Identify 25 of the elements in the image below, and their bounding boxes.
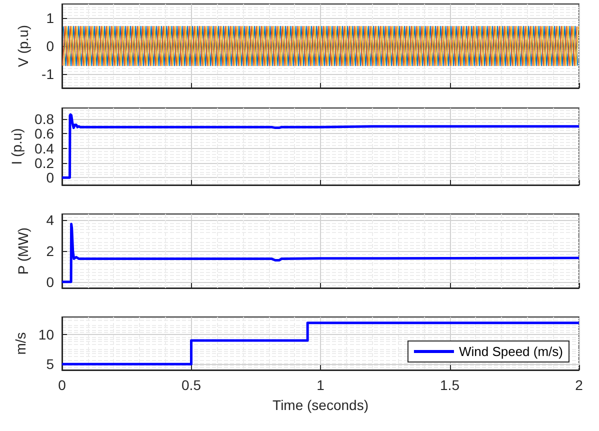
x-tick-label: 0.5 bbox=[182, 377, 202, 393]
x-tick-label: 1.5 bbox=[440, 377, 460, 393]
x-tick-label: 2 bbox=[575, 377, 584, 393]
y-tick-label: 0.2 bbox=[34, 155, 54, 171]
y-axis-title: P (MW) bbox=[15, 227, 31, 275]
x-axis-title: Time (seconds) bbox=[272, 397, 368, 413]
y-tick-label: 0 bbox=[46, 38, 54, 54]
y-tick-label: 5 bbox=[46, 356, 54, 372]
y-axis-title: V (p.u) bbox=[15, 24, 31, 68]
y-tick-label: 2 bbox=[46, 243, 54, 259]
y-axis-title: I (p.u) bbox=[8, 128, 25, 165]
y-tick-label: 10 bbox=[38, 326, 54, 343]
y-tick-label: 0.8 bbox=[34, 111, 54, 127]
y-tick-label: 0 bbox=[46, 274, 54, 290]
y-axis-title: m/s bbox=[12, 332, 29, 355]
y-tick-label: 4 bbox=[46, 212, 54, 228]
y-tick-label: -1 bbox=[42, 66, 54, 82]
y-tick-label: 0.6 bbox=[34, 126, 54, 142]
y-tick-label: 0 bbox=[46, 170, 54, 186]
line-series bbox=[60, 222, 580, 284]
y-tick-label: 1 bbox=[46, 10, 54, 26]
legend-label: Wind Speed (m/s) bbox=[458, 344, 564, 359]
x-tick-label: 1 bbox=[316, 377, 325, 393]
y-tick-label: 0.4 bbox=[34, 140, 54, 156]
x-tick-label: 0 bbox=[58, 377, 66, 393]
